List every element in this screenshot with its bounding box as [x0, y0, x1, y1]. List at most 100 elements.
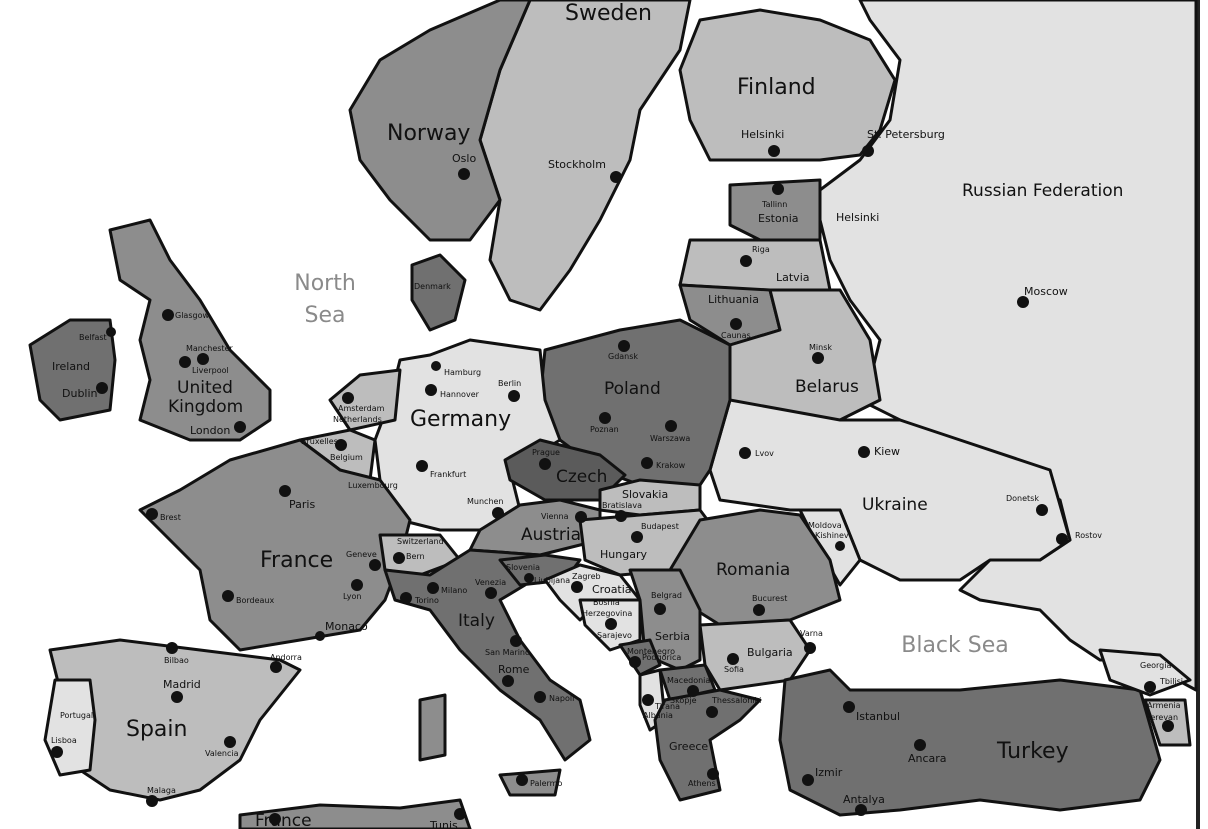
city-label-donetsk: Donetsk [1006, 494, 1039, 503]
country-label-czech: Czech [556, 467, 607, 487]
country-label-finland: Finland [737, 75, 816, 100]
city-dot-tallinn [772, 183, 784, 195]
city-label-bordeaux: Bordeaux [236, 596, 275, 605]
city-dot-paris [279, 485, 291, 497]
country-label-monaco: Monaco [325, 620, 368, 633]
country-label-turkey: Turkey [996, 739, 1069, 764]
city-dot-sarajevo [605, 618, 617, 630]
city-dot-skopje [687, 685, 699, 697]
city-label-bratislava: Bratislava [602, 501, 642, 510]
country-label-poland: Poland [604, 379, 661, 399]
city-dot-donetsk [1036, 504, 1048, 516]
country-label-belgium: Belgium [330, 453, 363, 462]
city-dot-malaga [146, 795, 158, 807]
country-label-andorra: Andorra [270, 653, 302, 662]
city-label-geneve: Geneve [346, 550, 377, 559]
city-label-prague: Prague [532, 448, 560, 457]
region-netherlands [328, 368, 402, 432]
country-label-latvia: Latvia [776, 271, 810, 284]
city-label-liverpool: Liverpool [192, 366, 229, 375]
city-label-zagreb: Zagreb [572, 572, 601, 581]
city-label-ancara: Ancara [908, 752, 947, 765]
city-label-thessaloniki: Thessaloniki [711, 696, 761, 705]
country-label-estonia: Estonia [758, 212, 799, 225]
country-label-bulgaria: Bulgaria [747, 646, 793, 659]
city-dot-st-petersburg [862, 145, 874, 157]
city-dot-venezia [485, 587, 497, 599]
city-label-lvov: Lvov [755, 449, 774, 458]
city-dot-warszawa [665, 420, 677, 432]
city-label-lisboa: Lisboa [51, 736, 77, 745]
city-dot-lisboa [51, 746, 63, 758]
frame-border-right [1196, 0, 1200, 829]
city-dot-bruxelles [335, 439, 347, 451]
country-label-macedonia: Macedonia [667, 676, 710, 685]
region-finland [678, 8, 897, 162]
city-dot-riga [740, 255, 752, 267]
city-label-podgorica: Podgorica [642, 653, 681, 662]
city-label-belgrad: Belgrad [651, 591, 682, 600]
city-dot-helsinki [768, 145, 780, 157]
city-dot-liverpool [197, 353, 209, 365]
country-label-ukraine: Ukraine [862, 495, 928, 515]
city-dot-valencia [224, 736, 236, 748]
country-label-italy: Italy [458, 611, 495, 631]
city-dot-rostov [1056, 533, 1068, 545]
city-dot-london [234, 421, 246, 433]
city-label-kishinev: Kishinev [815, 531, 849, 540]
country-label-san-marino: San Marino [485, 648, 530, 657]
city-dot-istanbul [843, 701, 855, 713]
city-dot-monaco [315, 631, 325, 641]
city-dot-stockholm [610, 171, 622, 183]
city-label-london: London [190, 424, 230, 437]
city-dot-caunas [730, 318, 742, 330]
city-label-hannover: Hannover [440, 390, 480, 399]
city-label-stockholm: Stockholm [548, 158, 606, 171]
city-dot-amsterdam [342, 392, 354, 404]
country-label-germany: Germany [410, 407, 511, 432]
city-dot-brest [146, 508, 158, 520]
city-markers [51, 145, 1174, 825]
sea-label-black: Black Sea [901, 633, 1009, 658]
city-label-bruxelles: Bruxelles [301, 437, 338, 446]
city-dot-belgrad [654, 603, 666, 615]
country-label-montenegro: Montenegro [627, 647, 675, 656]
country-label-bosnia-2: Herzegovina [582, 609, 632, 618]
city-label-manchester: Manchester [186, 344, 233, 353]
country-label-serbia: Serbia [655, 630, 690, 643]
city-label-malaga: Malaga [147, 786, 176, 795]
city-label-tbilisi: Tbilisi [1159, 677, 1183, 686]
city-label-sofia: Sofia [724, 665, 744, 674]
city-label-st-petersburg: St. Petersburg [867, 128, 945, 141]
country-label-spain: Spain [126, 717, 187, 742]
city-label-rome: Rome [498, 663, 530, 676]
sea-label-north-2: Sea [305, 303, 346, 328]
city-label-antalya: Antalya [843, 793, 885, 806]
city-label-palermo: Palermo [530, 779, 562, 788]
city-dot-minsk [812, 352, 824, 364]
city-label-belfast: Belfast [79, 333, 107, 342]
city-label-skopje: Skopje [670, 696, 697, 705]
city-dot-lvov [739, 447, 751, 459]
country-label-belarus: Belarus [795, 377, 859, 397]
city-label-tallinn: Tallinn [761, 200, 787, 209]
city-label-riga: Riga [752, 245, 770, 254]
city-dot-belfast [106, 327, 116, 337]
region-greece [653, 688, 762, 802]
city-label-minsk: Minsk [809, 343, 832, 352]
country-label-ireland: Ireland [52, 360, 90, 373]
city-label-napoli: Napoli [549, 694, 574, 703]
city-dot-tirana [642, 694, 654, 706]
city-dot-izmir [802, 774, 814, 786]
country-label-switzerland: Switzerland [397, 537, 444, 546]
country-label-austria: Austria [521, 525, 581, 545]
country-label-hungary: Hungary [600, 548, 647, 561]
city-label-istanbul: Istanbul [856, 710, 900, 723]
city-label-brest: Brest [160, 513, 181, 522]
region-georgia [1098, 648, 1192, 697]
country-label-slovakia: Slovakia [622, 488, 668, 501]
city-dot-munchen [492, 507, 504, 519]
city-dot-torino [400, 592, 412, 604]
city-label-lyon: Lyon [343, 592, 361, 601]
